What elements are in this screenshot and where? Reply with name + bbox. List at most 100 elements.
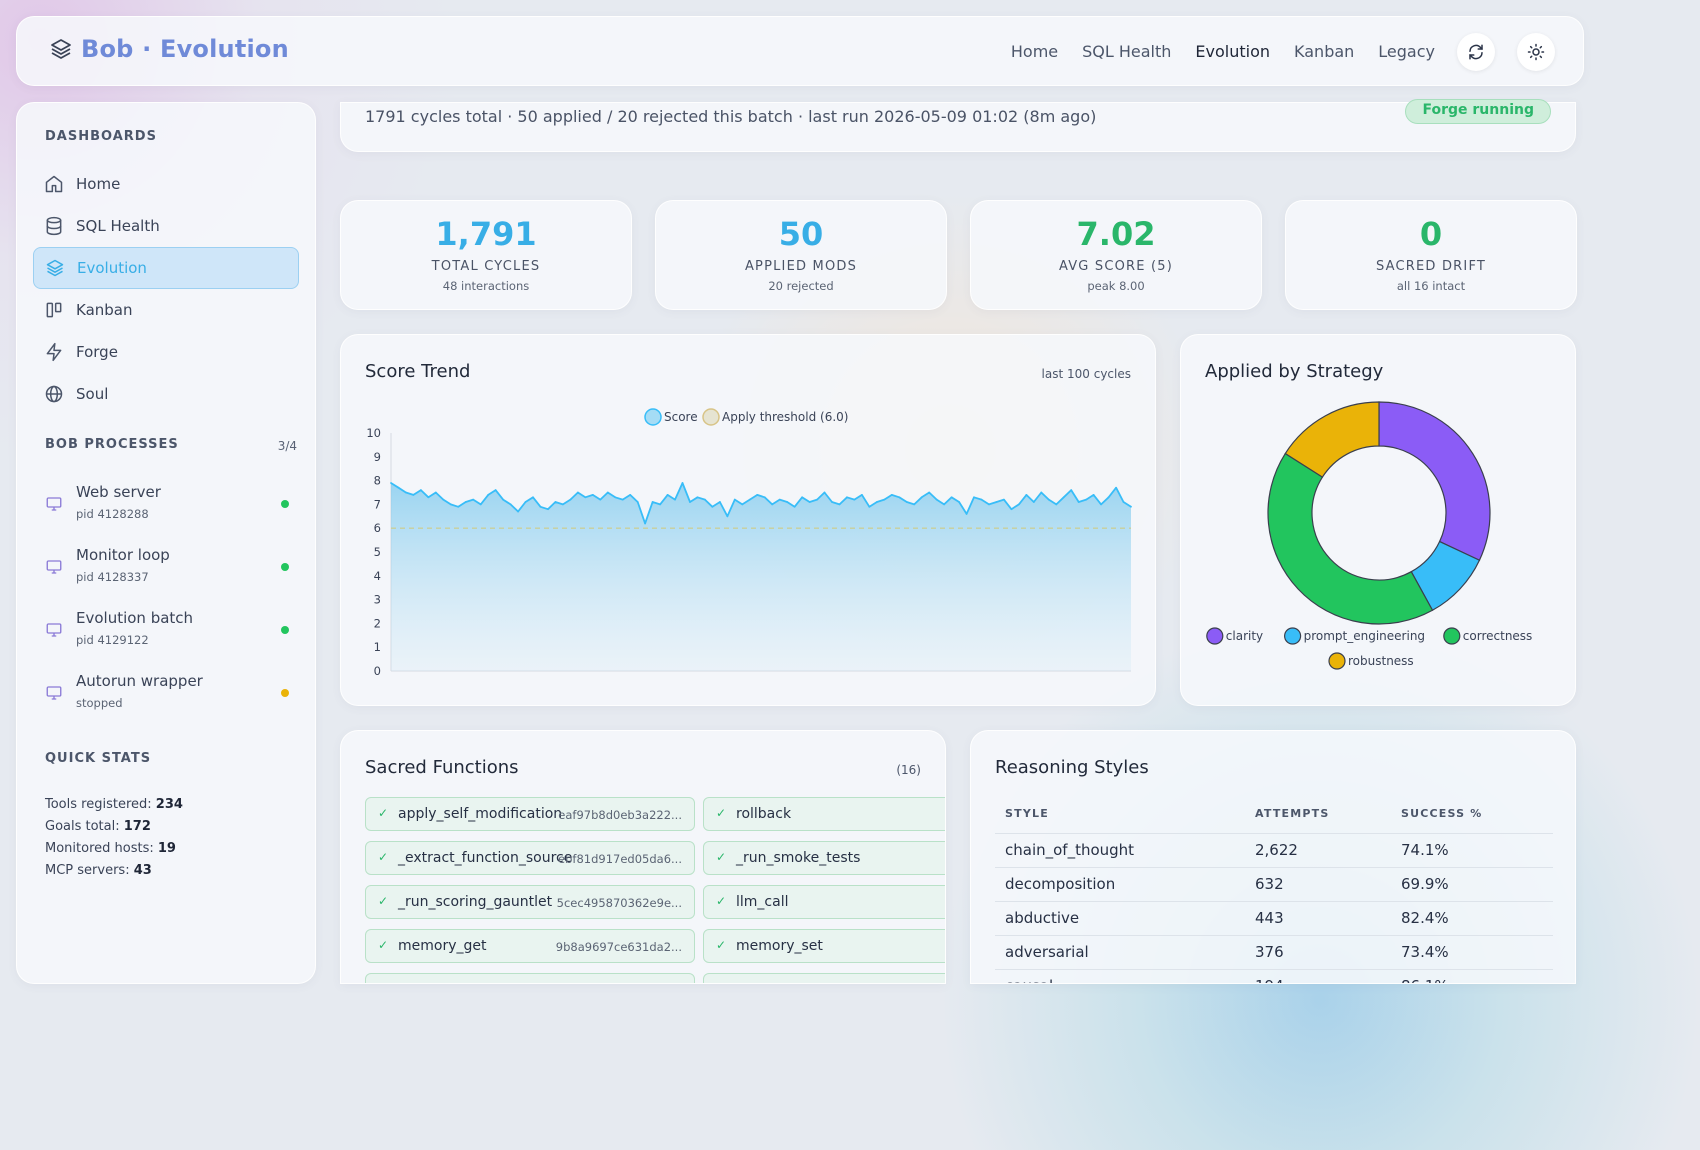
score-point (1025, 493, 1028, 496)
style-cell: causal (995, 968, 1245, 983)
score-point (532, 496, 534, 499)
sacred-function-item[interactable]: ✓ memory_get 9b8a9697ce631da2... (365, 929, 695, 963)
status-panel: 1791 cycles total · 50 applied / 20 reje… (340, 99, 1576, 152)
score-point (1062, 496, 1065, 499)
sidebar: DASHBOARDS Home SQL Health Evolution Kan… (16, 102, 316, 984)
stat-label: APPLIED MODS (744, 259, 858, 274)
legend-swatch-robustness (1328, 652, 1346, 670)
table-row[interactable]: decomposition 632 69.9% (995, 866, 1553, 901)
sidebar-item-label: SQL Health (76, 217, 160, 235)
score-point (808, 501, 811, 503)
score-point (1003, 498, 1005, 501)
score-point (449, 503, 452, 506)
function-name: _run_scoring_gauntlet (398, 894, 553, 910)
brand-title: Bob · Evolution (81, 35, 289, 63)
column-header[interactable]: ATTEMPTS (1255, 807, 1330, 821)
score-point (1032, 501, 1035, 503)
process-evolution-batch[interactable]: Evolution batch pid 4129122 (45, 609, 301, 659)
attempts-cell: 376 (1245, 934, 1391, 969)
score-point (704, 498, 706, 501)
table-row[interactable]: abductive 443 82.4% (995, 900, 1553, 935)
function-name: rollback (736, 806, 792, 822)
forge-status-badge: Forge running (1405, 99, 1551, 124)
sidebar-item-soul[interactable]: Soul (33, 373, 299, 415)
sidebar-item-home[interactable]: Home (33, 163, 299, 205)
sacred-function-item[interactable]: ✓llm_calld9b716cb... (703, 885, 945, 919)
sacred-count: (16) (896, 763, 921, 777)
score-point (651, 501, 654, 503)
legend-label-clarity: clarity (1226, 629, 1263, 643)
quick-stat-goals: Goals total: 172 (45, 819, 151, 834)
score-point (958, 501, 960, 503)
score-point (905, 501, 908, 503)
process-name: Web server (76, 483, 161, 501)
table-row[interactable]: causal19486.1% (995, 968, 1553, 983)
score-point (711, 505, 714, 508)
score-point (517, 510, 519, 513)
process-monitor-loop[interactable]: Monitor loop pid 4128337 (45, 546, 301, 596)
function-name: _extract_function_source (398, 850, 573, 866)
sacred-function-item[interactable] (365, 973, 695, 983)
score-point (1040, 491, 1043, 494)
processes-count: 3/4 (277, 439, 297, 453)
nav-evolution[interactable]: Evolution (1195, 42, 1271, 61)
theme-toggle-button[interactable] (1517, 33, 1555, 71)
score-point (659, 503, 661, 506)
score-point (793, 505, 796, 508)
nav-home[interactable]: Home (1010, 42, 1059, 61)
legend-label-threshold: Apply threshold (6.0) (722, 410, 848, 424)
sacred-function-item[interactable]: ✓ _run_scoring_gauntlet 5cec495870362e9e..… (365, 885, 695, 919)
sidebar-item-kanban[interactable]: Kanban (33, 289, 299, 331)
score-point (464, 501, 467, 503)
sacred-function-item[interactable]: ✓ _extract_function_source ebf81d917ed05da… (365, 841, 695, 875)
bolt-icon (46, 342, 62, 362)
y-tick-label: 4 (374, 569, 381, 583)
score-point (718, 501, 721, 503)
function-hash: 5cec495870362e9e... (556, 896, 682, 910)
score-point (472, 498, 475, 501)
score-point (547, 508, 549, 511)
column-header[interactable]: STYLE (1005, 807, 1049, 821)
score-series-line (390, 482, 1132, 525)
sacred-function-item[interactable]: ✓rollback27184c1f... (703, 797, 945, 831)
score-point (950, 496, 953, 499)
y-tick-label: 9 (374, 450, 381, 464)
process-web-server[interactable]: Web server pid 4128288 (45, 483, 301, 533)
y-tick-label: 6 (374, 521, 381, 535)
nav-sql-health[interactable]: SQL Health (1082, 42, 1172, 61)
score-point (1107, 496, 1110, 499)
refresh-button[interactable] (1457, 33, 1495, 71)
score-trend-card: Score Trend last 100 cycles 0 1 2 3 4 5 6 7 8 9 10… (340, 334, 1156, 706)
score-point (1077, 501, 1080, 503)
style-cell: abductive (995, 900, 1245, 935)
nav-kanban[interactable]: Kanban (1294, 42, 1355, 61)
brand[interactable]: Bob · Evolution (49, 35, 289, 63)
score-point (726, 515, 729, 518)
score-point (1115, 486, 1117, 489)
donut-slice-correctness (1267, 452, 1434, 625)
sacred-function-item[interactable]: ✓memory_sete0e67d95... (703, 929, 945, 963)
check-icon: ✓ (378, 938, 389, 952)
legend-label-score: Score (664, 410, 698, 424)
status-dot (281, 500, 289, 508)
process-autorun-wrapper[interactable]: Autorun wrapper stopped (45, 672, 301, 722)
score-point (1122, 501, 1125, 503)
sacred-function-item[interactable] (703, 973, 945, 983)
y-tick-label: 5 (374, 545, 381, 559)
table-row[interactable]: adversarial 376 73.4% (995, 934, 1553, 969)
sidebar-item-evolution[interactable]: Evolution (33, 247, 299, 289)
nav-legacy[interactable]: Legacy (1378, 42, 1435, 61)
style-cell: adversarial (995, 934, 1245, 969)
sacred-function-item[interactable]: ✓ apply_self_modification eaf97b8d0eb3a222… (365, 797, 695, 831)
sidebar-item-forge[interactable]: Forge (33, 331, 299, 373)
sidebar-item-sql-health[interactable]: SQL Health (33, 205, 299, 247)
home-icon (45, 175, 63, 193)
table-row[interactable]: chain_of_thought 2,622 74.1% (995, 832, 1553, 867)
success-cell: 86.1% (1391, 968, 1553, 983)
function-name: _run_smoke_tests (736, 850, 861, 866)
sacred-function-item[interactable]: ✓_run_smoke_tests11aed4a6... (703, 841, 945, 875)
score-point (502, 498, 505, 501)
column-header[interactable]: SUCCESS % (1401, 807, 1483, 821)
score-point (442, 498, 445, 501)
y-tick-label: 3 (374, 593, 381, 607)
